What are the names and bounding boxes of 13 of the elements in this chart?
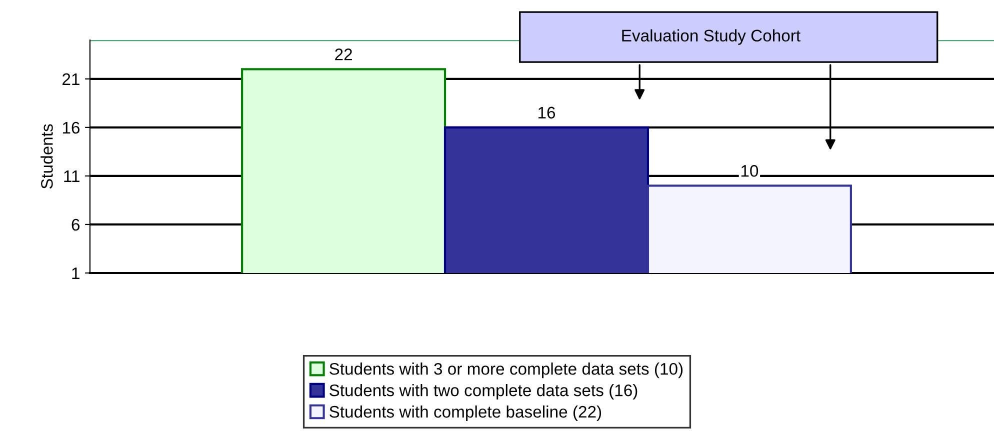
y-tick-label: 11 bbox=[64, 170, 80, 182]
legend-label: Students with two complete data sets (16) bbox=[330, 384, 638, 400]
y-tick-label: 21 bbox=[62, 73, 80, 85]
data-label: 10 bbox=[741, 165, 758, 177]
y-axis-title: Students bbox=[40, 124, 53, 189]
legend-label: Students with 3 or more complete data sets (10) bbox=[330, 362, 683, 378]
y-tick-label: 16 bbox=[62, 122, 80, 134]
legend-label: Students with complete baseline (22) bbox=[330, 405, 602, 421]
annotation: Evaluation Study Cohort bbox=[622, 29, 800, 45]
y-tick-label: 1 bbox=[72, 268, 80, 280]
y-tick-label: 6 bbox=[72, 218, 80, 231]
data-label: 22 bbox=[335, 48, 352, 60]
data-label: 16 bbox=[538, 106, 556, 119]
